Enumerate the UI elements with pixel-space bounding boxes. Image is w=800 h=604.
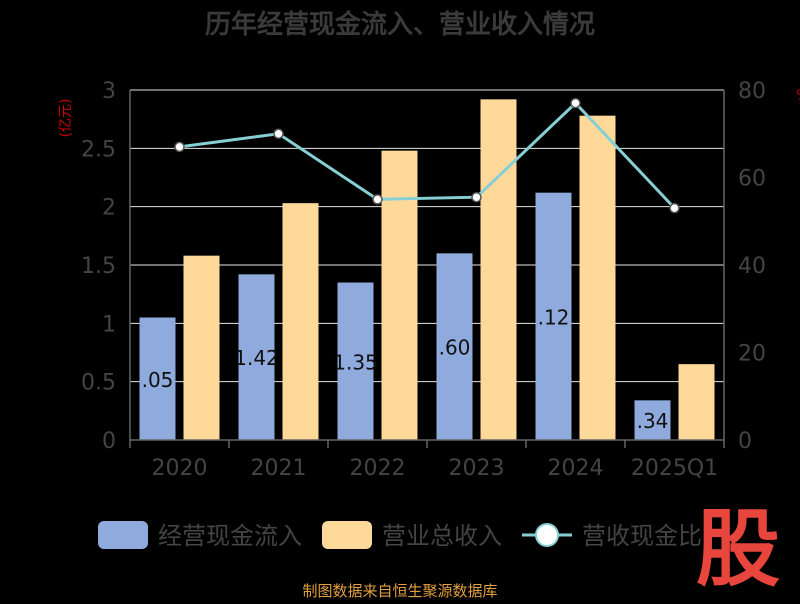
y-right-tick-label: 0 [738, 429, 752, 454]
bar-data-label: .34 [637, 409, 669, 433]
x-tick-label: 2020 [152, 456, 208, 481]
y-left-tick-label: 3 [102, 79, 116, 104]
bar-cash-inflow [436, 253, 473, 440]
x-tick-label: 2025Q1 [631, 456, 718, 481]
legend-label: 营收现金比 [582, 522, 702, 550]
y-left-tick-label: 2 [102, 196, 116, 221]
bar-cash-inflow [535, 192, 572, 440]
y-left-axis-label: (亿元) [58, 99, 74, 138]
legend-label: 经营现金流入 [158, 522, 302, 550]
legend-swatch [98, 521, 148, 549]
data-source-footer: 制图数据来自恒生聚源数据库 [302, 582, 497, 600]
legend: 经营现金流入 营业总收入 营收现金比 [98, 521, 702, 550]
y-right-tick-label: 40 [738, 254, 766, 279]
bar-cash-inflow [337, 282, 374, 440]
bars: .05 1.42 1.35 .60 .12 .34 [139, 99, 715, 441]
bar-cash-inflow [238, 274, 275, 440]
ratio-line-point [669, 202, 680, 214]
bar-revenue [480, 99, 517, 440]
bar-revenue [183, 255, 220, 440]
x-tick-label: 2023 [449, 456, 505, 481]
ratio-line-point [471, 191, 482, 203]
bar-revenue [678, 364, 715, 440]
y-right-tick-label: 80 [738, 79, 766, 104]
y-left-tick-label: 1.5 [81, 254, 116, 279]
bar-cash-inflow [139, 317, 176, 440]
ratio-line-point [174, 141, 185, 153]
bar-data-label: .05 [142, 368, 174, 392]
x-tick-label: 2021 [251, 456, 307, 481]
bar-data-label: .60 [439, 336, 471, 360]
ratio-line-path [179, 101, 676, 210]
ratio-line-point [570, 97, 581, 109]
x-tick-label: 2022 [350, 456, 406, 481]
y-right-axis-label: % [796, 88, 800, 104]
y-left-tick-label: 1 [102, 312, 116, 337]
ratio-line [174, 97, 680, 214]
legend-swatch [322, 521, 372, 549]
axes: 0 0.5 1 1.5 2 2.5 3 0 20 40 60 80 2020 2021 2022 2023 20… [81, 79, 766, 481]
legend-marker [535, 523, 559, 547]
bar-data-label: 1.35 [333, 350, 378, 374]
watermark-logo: 股 [696, 500, 780, 598]
bar-revenue [282, 203, 319, 440]
legend-label: 营业总收入 [382, 522, 502, 550]
y-left-tick-label: 2.5 [81, 137, 116, 162]
bar-revenue [381, 150, 418, 440]
bar-data-label: .12 [538, 305, 570, 329]
ratio-line-point [273, 128, 284, 139]
y-right-tick-label: 60 [738, 167, 766, 192]
x-tick-label: 2024 [548, 456, 604, 481]
y-left-tick-label: 0.5 [81, 371, 116, 396]
bar-data-label: 1.42 [234, 346, 279, 370]
y-right-tick-label: 20 [738, 342, 766, 367]
y-left-tick-label: 0 [102, 429, 116, 454]
bar-revenue [579, 115, 616, 441]
bar-cash-inflow [634, 400, 671, 440]
ratio-line-point [372, 194, 383, 205]
gridlines [130, 89, 724, 441]
chart-title: 历年经营现金流入、营业收入情况 [205, 9, 595, 40]
